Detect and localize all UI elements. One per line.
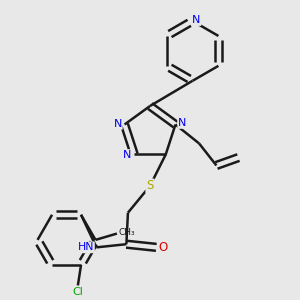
Text: N: N [178,118,187,128]
Text: Cl: Cl [72,287,83,297]
Text: N: N [123,150,131,160]
Text: S: S [146,179,154,192]
Text: N: N [192,15,200,25]
Text: CH₃: CH₃ [118,228,135,237]
Text: N: N [113,119,122,129]
Text: O: O [159,241,168,254]
Text: HN: HN [77,242,94,252]
